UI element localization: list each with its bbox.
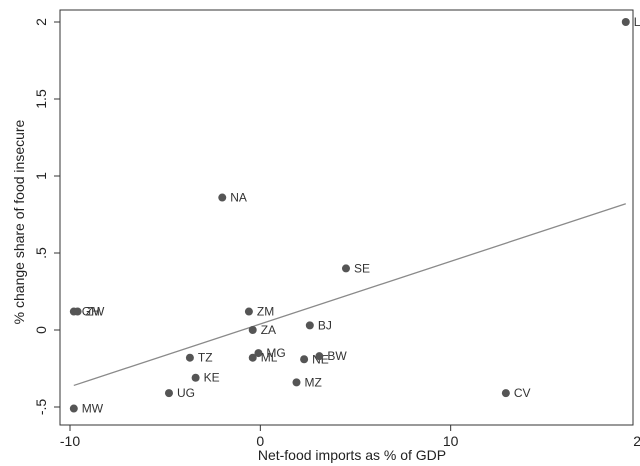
point-label: SE	[354, 261, 370, 275]
point-marker	[218, 193, 227, 202]
point-label: KE	[204, 371, 220, 385]
points-group: LSNASEGHZWZMZABJMGMLNEBWTZKEMZUGCVMW	[69, 15, 640, 416]
point-label: MG	[266, 346, 285, 360]
y-axis-title: % change share of food insecure	[11, 119, 27, 324]
fit-line	[73, 203, 626, 387]
point-label: ZW	[86, 305, 105, 319]
plot-border	[59, 9, 634, 426]
point-marker	[164, 389, 173, 398]
point-marker	[248, 353, 257, 362]
point-label: ZA	[261, 323, 276, 337]
plot-frame	[59, 9, 634, 426]
y-axis: -.5 0 .5 1 1.5 2	[33, 18, 60, 415]
point-marker	[244, 307, 253, 316]
point-label: MW	[82, 402, 104, 416]
point-marker	[191, 373, 200, 382]
point-label: CV	[514, 386, 531, 400]
point-marker	[315, 352, 324, 361]
point-label: MZ	[304, 375, 321, 389]
point-marker	[69, 404, 78, 413]
x-tick-label: 10	[443, 433, 459, 449]
point-marker	[305, 321, 314, 330]
y-tick-label: 0	[33, 326, 49, 334]
point-marker	[292, 378, 301, 387]
point-label: LS	[634, 15, 640, 29]
point-label: TZ	[198, 351, 213, 365]
point-label: ML	[261, 351, 278, 365]
x-tick-label: 20	[633, 433, 640, 449]
x-tick-label: 0	[256, 433, 264, 449]
point-marker	[621, 18, 630, 26]
point-label: ZM	[257, 305, 274, 319]
point-marker	[185, 353, 194, 362]
x-axis-title: Net-food imports as % of GDP	[258, 447, 446, 463]
y-tick-label: -.5	[33, 399, 49, 416]
point-label: NA	[230, 191, 247, 205]
point-label: UG	[177, 386, 195, 400]
point-marker	[248, 326, 257, 334]
y-tick-label: 1	[33, 172, 49, 180]
point-marker	[73, 307, 82, 316]
y-tick-label: 1.5	[33, 89, 49, 109]
x-tick-label: -10	[60, 433, 80, 449]
point-marker	[300, 355, 309, 364]
point-label: BW	[327, 349, 347, 363]
point-label: GH	[82, 305, 100, 319]
point-marker	[501, 389, 510, 398]
y-tick-label: 2	[33, 18, 49, 26]
point-marker	[341, 264, 350, 273]
fit-line-group	[73, 203, 626, 387]
point-label: BJ	[318, 318, 332, 332]
x-axis: -10 0 10 20	[60, 425, 640, 449]
point-marker	[254, 349, 263, 358]
y-tick-label: .5	[33, 247, 49, 259]
